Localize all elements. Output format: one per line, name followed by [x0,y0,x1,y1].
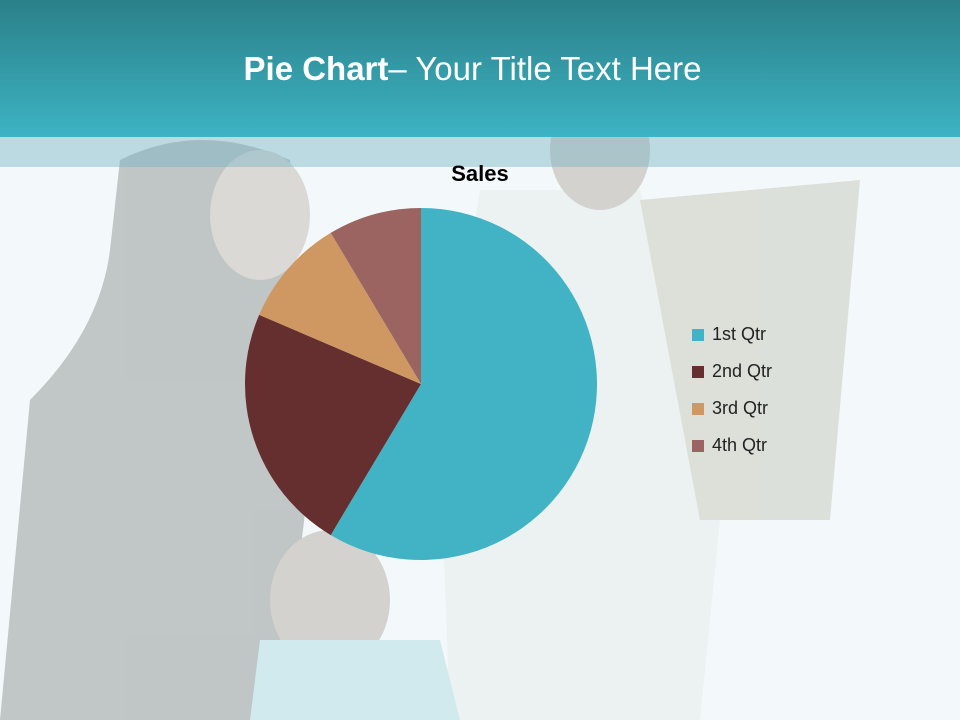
title-bar [0,0,960,137]
legend-label: 1st Qtr [712,324,767,344]
legend-label: 4th Qtr [712,435,768,455]
chart-title: Sales [451,161,509,186]
legend: 1st Qtr 2nd Qtr 3rd Qtr 4th Qtr [692,316,772,464]
legend-swatch [692,328,704,341]
legend-label: 2nd Qtr [712,361,773,381]
pie-slice-1 [330,208,597,560]
title-bold: Pie Chart [243,50,389,87]
legend-swatch [692,439,704,452]
legend-item: 4th Qtr [692,427,772,464]
pie-slice-4 [330,208,421,384]
legend-item: 1st Qtr [692,316,772,353]
title-rest: – Your Title Text Here [388,50,702,87]
legend-swatch [692,365,704,378]
legend-label: 3rd Qtr [712,398,769,418]
legend-item: 2nd Qtr [692,353,772,390]
pie-slice-2 [245,314,421,536]
pie-slice-3 [259,232,421,384]
header-band [0,137,960,167]
legend-item: 3rd Qtr [692,390,772,427]
legend-swatch [692,402,704,415]
slide-title: Pie Chart– Your Title Text Here [0,50,945,88]
